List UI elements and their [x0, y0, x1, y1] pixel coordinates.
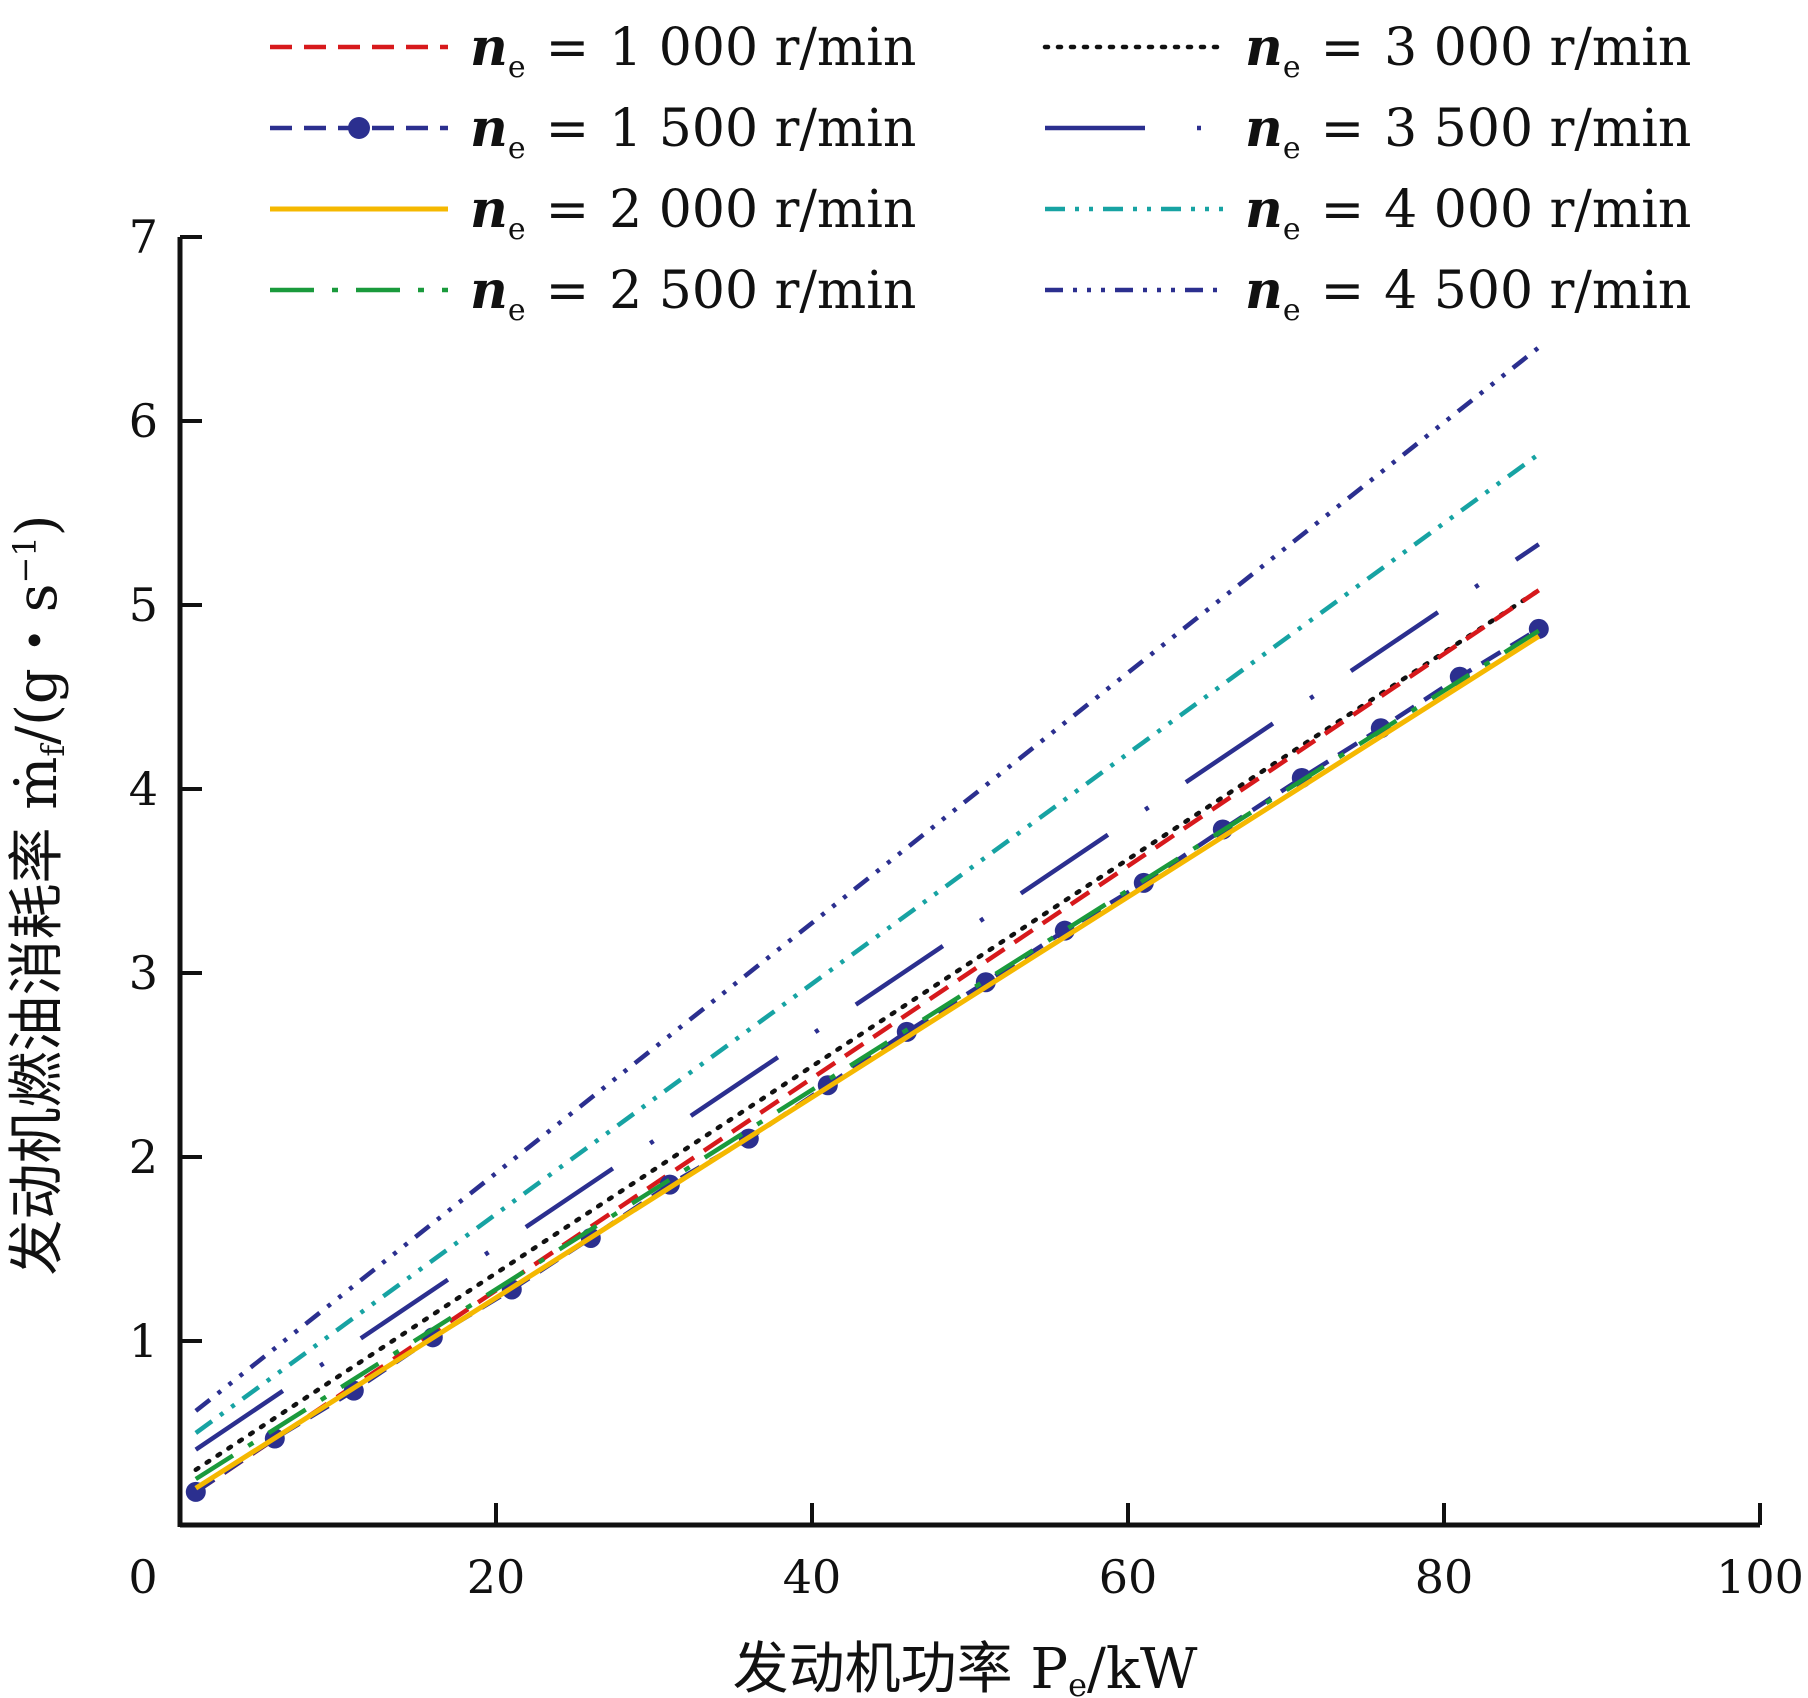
- series-line-6: [194, 542, 1541, 1452]
- axes: [177, 237, 1760, 1528]
- y-tick-label: 1: [129, 1314, 158, 1368]
- series-line-5: [193, 588, 1542, 1473]
- y-axis-title-main: 发动机燃油消耗率 ṁ: [5, 757, 70, 1276]
- y-axis-title-unit: /(g・s: [5, 583, 70, 744]
- y-axis-title-sub: f: [34, 743, 72, 757]
- x-tick-label: 60: [1099, 1550, 1158, 1604]
- y-tick-label: 6: [129, 394, 158, 448]
- y-tick-label: 3: [129, 946, 158, 1000]
- y-tick-label: 4: [129, 762, 158, 816]
- x-tick-label: 40: [783, 1550, 842, 1604]
- legend-label-1: ne = 1 000 r/min: [470, 17, 916, 85]
- series-line-7: [194, 452, 1541, 1435]
- legend-label-5: ne = 3 000 r/min: [1245, 17, 1691, 85]
- x-axis-title-unit: /kW: [1087, 1637, 1198, 1698]
- plot-lines: [185, 345, 1549, 1502]
- series-line-8: [194, 345, 1541, 1413]
- y-tick-label: 7: [129, 210, 158, 264]
- axis-ticks: 0 20 40 60 80 100 1 2 3 4 5 6 7: [128, 210, 1804, 1604]
- series-line-3: [194, 634, 1541, 1491]
- x-tick-label: 80: [1415, 1550, 1474, 1604]
- legend: ne = 1 000 r/min ne = 1 500 r/min ne = 2 000 r/m…: [270, 17, 1691, 328]
- y-axis-title-close: ): [5, 514, 70, 536]
- y-axis-title-sup: −1: [6, 536, 44, 583]
- x-tick-label: 0: [128, 1550, 157, 1604]
- x-axis-title: 发动机功率 Pe/kW: [733, 1637, 1198, 1698]
- y-tick-label: 2: [129, 1130, 158, 1184]
- y-tick-label: 5: [129, 578, 158, 632]
- series-line-1: [194, 588, 1541, 1494]
- legend-label-3: ne = 2 000 r/min: [470, 179, 916, 247]
- x-axis-title-main: 发动机功率 P: [733, 1637, 1068, 1698]
- y-axis-title: 发动机燃油消耗率 ṁf/(g・s−1): [5, 514, 72, 1275]
- x-tick-label: 20: [467, 1550, 526, 1604]
- series-2-marker: [975, 972, 996, 993]
- x-tick-label: 100: [1716, 1550, 1804, 1604]
- legend-label-2: ne = 1 500 r/min: [470, 98, 916, 166]
- legend-label-6: ne = 3 500 r/min: [1245, 98, 1691, 166]
- legend-label-8: ne = 4 500 r/min: [1245, 260, 1691, 328]
- legend-marker: [348, 117, 370, 139]
- legend-label-7: ne = 4 000 r/min: [1245, 179, 1691, 247]
- x-axis-title-sub: e: [1068, 1666, 1087, 1698]
- series-line-4: [194, 628, 1541, 1481]
- legend-label-4: ne = 2 500 r/min: [470, 260, 916, 328]
